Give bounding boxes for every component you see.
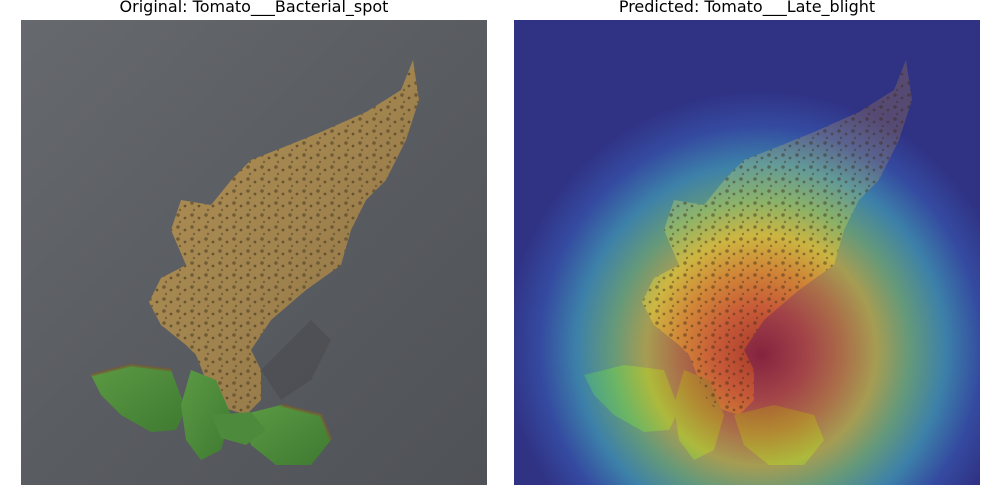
heatmap-image [514,20,980,485]
original-image [21,20,487,485]
predicted-panel: Predicted: Tomato___Late_blight [514,0,980,500]
original-panel: Original: Tomato___Bacterial_spot [21,0,487,500]
original-title: Original: Tomato___Bacterial_spot [119,0,389,16]
predicted-title: Predicted: Tomato___Late_blight [618,0,876,16]
